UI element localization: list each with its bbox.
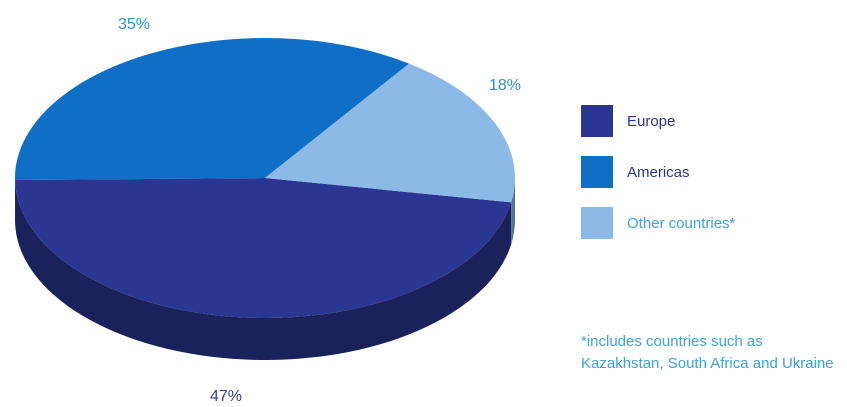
legend-item-americas: Americas (581, 155, 735, 189)
pie-side-europe (15, 179, 512, 361)
legend-label: Europe (627, 112, 676, 130)
pie-slice-other-countries- (265, 63, 515, 203)
footnote: *includes countries such as Kazakhstan, … (581, 333, 834, 372)
legend: Europe Americas Other countries* (581, 104, 735, 257)
legend-swatch (581, 207, 613, 239)
legend-swatch (581, 105, 613, 137)
legend-swatch (581, 156, 613, 188)
legend-item-other-countries-: Other countries* (581, 206, 735, 240)
value-label-americas: 35% (118, 16, 151, 33)
pie-side-other-countries- (511, 178, 515, 245)
pie-tops (15, 37, 515, 319)
value-label-other-countries-: 18% (489, 77, 522, 94)
legend-item-europe: Europe (581, 104, 735, 138)
pie-slice-americas (15, 37, 410, 180)
legend-label: Other countries* (627, 214, 736, 232)
pie-slice-europe (15, 178, 512, 319)
pie-sides (15, 178, 515, 361)
value-label-europe: 47% (210, 388, 243, 405)
legend-label: Americas (627, 163, 690, 181)
